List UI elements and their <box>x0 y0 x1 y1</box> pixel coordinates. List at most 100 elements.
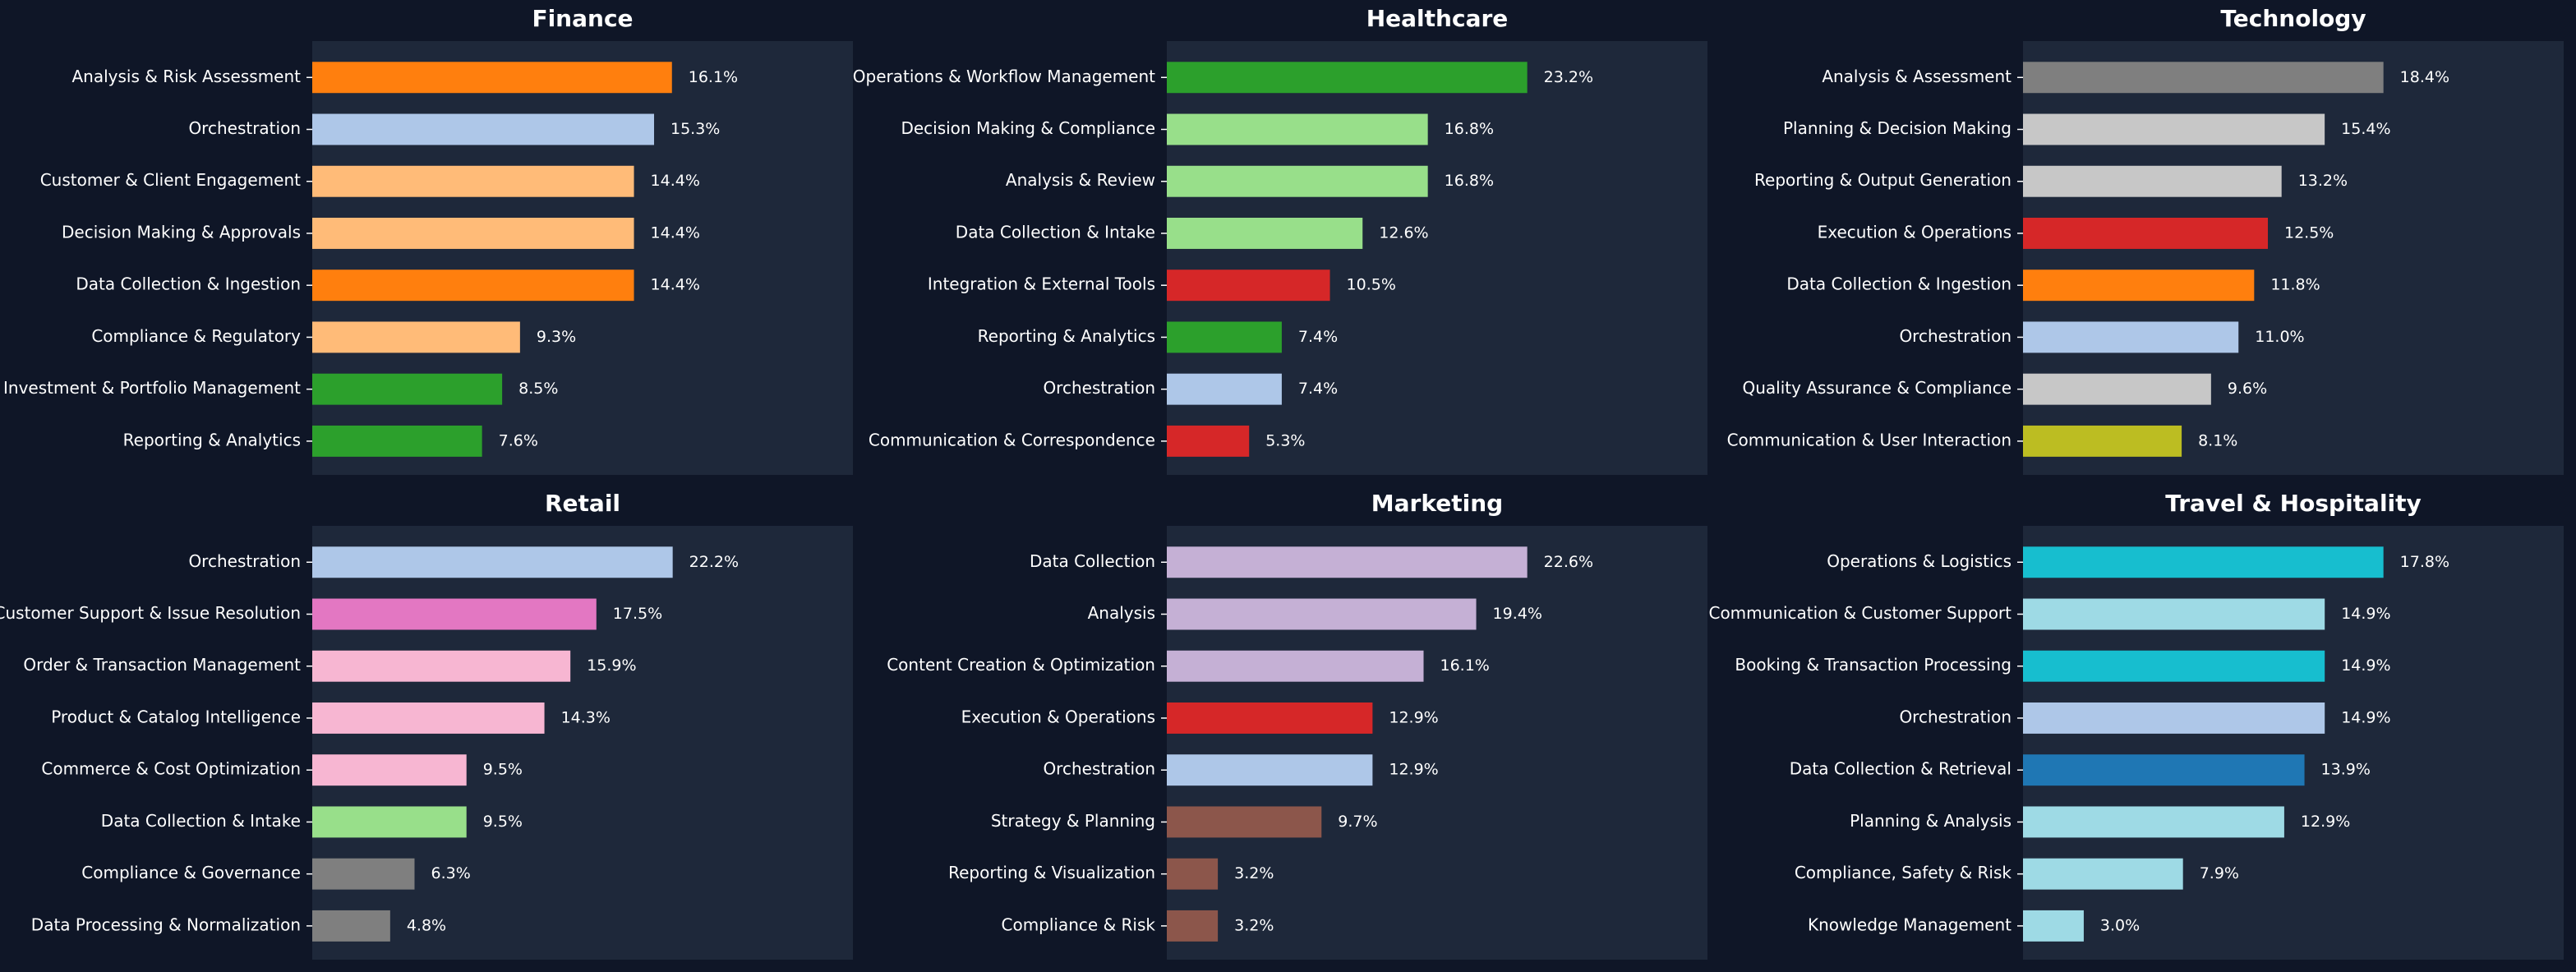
value-label: 11.0% <box>2255 328 2304 346</box>
bar <box>2023 425 2182 457</box>
y-tick-label: Planning & Decision Making <box>1783 118 2011 138</box>
y-tick-label: Compliance & Risk <box>1002 914 1156 934</box>
bar <box>312 910 390 942</box>
y-tick-label: Operations & Workflow Management <box>853 67 1155 86</box>
value-label: 8.1% <box>2198 431 2237 449</box>
y-tick-label: Reporting & Visualization <box>948 863 1155 882</box>
y-tick-label: Execution & Operations <box>1818 222 2011 242</box>
bar <box>2023 165 2282 197</box>
value-label: 3.0% <box>2100 916 2140 934</box>
y-tick-label: Data Processing & Normalization <box>31 914 301 934</box>
bar <box>312 702 545 734</box>
y-tick-label: Data Collection & Ingestion <box>1786 274 2011 294</box>
y-tick-label: Orchestration <box>1043 759 1155 779</box>
bar <box>2023 754 2305 786</box>
bar <box>2023 858 2183 890</box>
y-tick-label: Customer Support & Issue Resolution <box>0 603 301 623</box>
value-label: 12.5% <box>2284 223 2334 242</box>
y-tick-label: Communication & Correspondence <box>869 430 1155 449</box>
y-tick-label: Content Creation & Optimization <box>887 655 1155 675</box>
value-label: 19.4% <box>1493 605 1542 623</box>
bar <box>2023 62 2384 94</box>
bar <box>2023 598 2325 630</box>
bar <box>1167 165 1428 197</box>
y-tick-label: Commerce & Cost Optimization <box>41 759 301 779</box>
value-label: 14.4% <box>651 223 700 242</box>
bar <box>2023 546 2384 578</box>
y-tick-label: Investment & Portfolio Management <box>3 378 301 398</box>
value-label: 12.9% <box>2301 813 2350 831</box>
value-label: 14.9% <box>2341 605 2390 623</box>
value-label: 9.7% <box>1338 813 1377 831</box>
bar <box>312 321 520 353</box>
value-label: 3.2% <box>1234 864 1274 882</box>
bar <box>2023 269 2255 302</box>
bar <box>312 62 672 94</box>
y-tick-label: Reporting & Analytics <box>978 326 1155 346</box>
y-tick-label: Booking & Transaction Processing <box>1735 655 2011 675</box>
y-tick-label: Communication & User Interaction <box>1727 430 2011 449</box>
bar <box>312 269 634 302</box>
value-label: 9.6% <box>2228 380 2267 398</box>
y-tick-label: Planning & Analysis <box>1850 811 2011 831</box>
y-tick-label: Communication & Customer Support <box>1708 603 2011 623</box>
bar <box>2023 806 2284 838</box>
y-tick-label: Orchestration <box>1043 378 1155 398</box>
y-tick-label: Operations & Logistics <box>1827 551 2011 571</box>
y-tick-label: Data Collection <box>1030 551 1155 571</box>
y-tick-label: Execution & Operations <box>961 707 1155 726</box>
bar <box>1167 217 1363 249</box>
value-label: 15.4% <box>2341 120 2390 138</box>
value-label: 16.8% <box>1445 172 1494 190</box>
plot-area <box>2023 41 2564 475</box>
bar <box>1167 269 1330 302</box>
y-tick-label: Strategy & Planning <box>991 811 1155 831</box>
value-label: 12.6% <box>1379 223 1428 242</box>
y-tick-label: Orchestration <box>1899 326 2011 346</box>
value-label: 16.8% <box>1445 120 1494 138</box>
y-tick-label: Knowledge Management <box>1808 914 2011 934</box>
bar <box>1167 373 1282 405</box>
y-tick-label: Data Collection & Intake <box>956 222 1155 242</box>
bar <box>1167 754 1373 786</box>
plot-area <box>312 41 853 475</box>
value-label: 9.3% <box>537 328 576 346</box>
bar <box>1167 910 1219 942</box>
y-tick-label: Decision Making & Approvals <box>62 222 301 242</box>
y-tick-label: Analysis & Review <box>1006 170 1155 190</box>
bar <box>1167 702 1373 734</box>
panel-title: Healthcare <box>1366 5 1509 32</box>
value-label: 15.9% <box>587 656 636 675</box>
bar <box>1167 321 1282 353</box>
y-tick-label: Order & Transaction Management <box>23 655 301 675</box>
value-label: 10.5% <box>1347 276 1396 294</box>
value-label: 7.4% <box>1298 380 1338 398</box>
value-label: 16.1% <box>1440 656 1490 675</box>
bar <box>312 598 597 630</box>
bar <box>1167 62 1528 94</box>
bar <box>312 373 503 405</box>
value-label: 7.9% <box>2200 864 2239 882</box>
bar <box>1167 858 1219 890</box>
panel-title: Travel & Hospitality <box>2165 490 2422 517</box>
y-tick-label: Orchestration <box>188 551 301 571</box>
value-label: 5.3% <box>1265 431 1305 449</box>
bar <box>1167 546 1528 578</box>
y-tick-label: Orchestration <box>1899 707 2011 726</box>
y-tick-label: Orchestration <box>188 118 301 138</box>
y-tick-label: Analysis & Assessment <box>1822 67 2011 86</box>
y-tick-label: Compliance, Safety & Risk <box>1795 863 2012 882</box>
value-label: 17.8% <box>2400 553 2449 571</box>
bar <box>2023 113 2325 145</box>
y-tick-label: Analysis & Risk Assessment <box>72 67 302 86</box>
plot-area <box>312 526 853 960</box>
bar <box>1167 650 1424 682</box>
bar <box>312 165 634 197</box>
value-label: 4.8% <box>407 916 446 934</box>
value-label: 14.4% <box>651 276 700 294</box>
value-label: 23.2% <box>1544 68 1593 86</box>
value-label: 9.5% <box>483 813 523 831</box>
panel-title: Retail <box>545 490 620 517</box>
value-label: 8.5% <box>518 380 558 398</box>
